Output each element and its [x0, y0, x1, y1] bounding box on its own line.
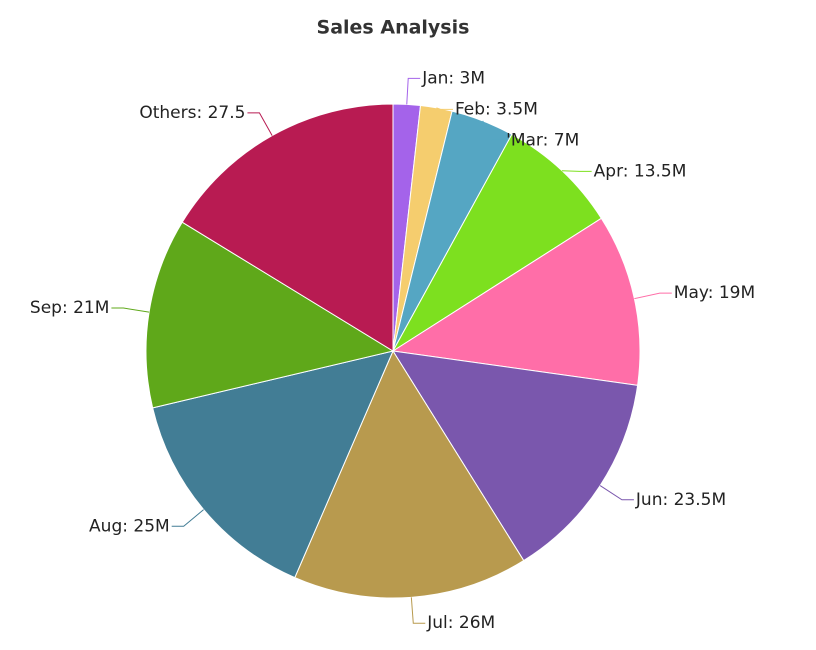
leader-line: [171, 509, 204, 527]
leader-line: [436, 107, 453, 110]
data-label: Others: 27.5: [139, 103, 245, 123]
data-label: 'Mar: 7M: [506, 130, 579, 150]
pie-slice: [294, 349, 525, 599]
leader-line: [561, 170, 592, 172]
data-label: Apr: 13.5M: [594, 161, 687, 181]
leader-line: [247, 112, 273, 136]
data-label: May: 19M: [674, 283, 755, 303]
pie-slice: [181, 103, 394, 352]
data-label: Jan: 3M: [421, 68, 485, 88]
data-label: Feb: 3.5M: [455, 99, 538, 119]
pie-slice: [392, 133, 603, 352]
leader-line: [634, 292, 672, 300]
leader-line: [406, 77, 421, 105]
leader-line: [111, 307, 150, 313]
pie-slice: [391, 217, 641, 386]
chart-title: Sales Analysis: [317, 17, 470, 39]
data-label: Jun: 23.5M: [635, 490, 726, 510]
leader-line: [599, 485, 634, 501]
data-label: Aug: 25M: [89, 516, 170, 536]
leader-line: [482, 120, 505, 141]
data-label: Sep: 21M: [30, 298, 109, 318]
leader-line: [410, 597, 426, 624]
data-label: Jul: 26M: [426, 613, 495, 633]
pie-slice: [392, 350, 639, 562]
pie-slice: [145, 221, 395, 409]
